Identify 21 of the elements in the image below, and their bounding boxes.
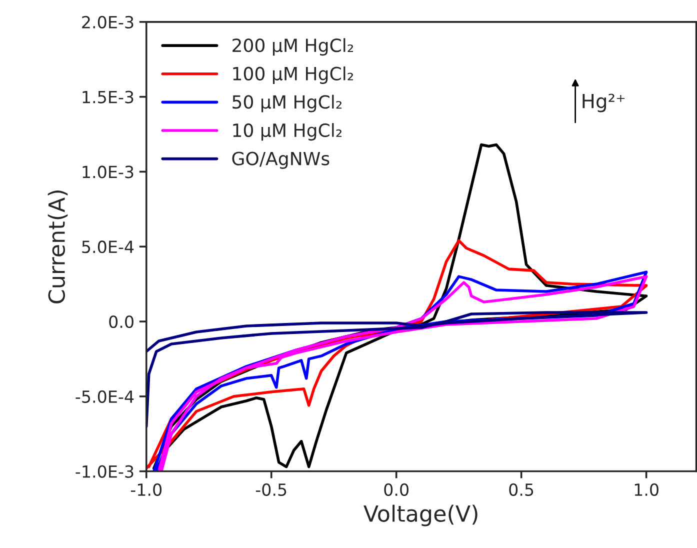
x-tick-label: -0.5 [256, 483, 286, 496]
legend-label: GO/AgNWs [232, 152, 330, 169]
y-tick-label: 1.5E-3 [82, 90, 134, 104]
legend-label: 50 μM HgCl₂ [232, 94, 342, 112]
line-series [146, 311, 648, 428]
y-tick-label: -1.0E-3 [76, 465, 134, 478]
y-tick-label: 5.0E-4 [82, 240, 134, 254]
y-axis-title: Current(A) [48, 190, 68, 304]
x-tick-label: 0.0 [384, 483, 408, 496]
x-tick-label: 1.0 [634, 483, 658, 496]
legend-label: 10 μM HgCl₂ [233, 123, 342, 141]
y-tick-label: 1.0E-3 [82, 166, 134, 178]
legend-label: 100 μM HgCl₂ [233, 66, 353, 84]
x-tick-label: -1.0 [130, 483, 162, 496]
x-tick-label: 0.5 [509, 483, 534, 496]
y-tick-label: 2.0E-3 [82, 16, 134, 28]
y-tick-label: 0.0 [109, 315, 134, 328]
legend-label: 200 μM HgCl₂ [232, 38, 353, 56]
y-tick-label: -5.0E-4 [76, 390, 134, 403]
annotation: Hg²⁺ [582, 94, 625, 112]
x-axis-title: Voltage(V) [364, 504, 478, 526]
